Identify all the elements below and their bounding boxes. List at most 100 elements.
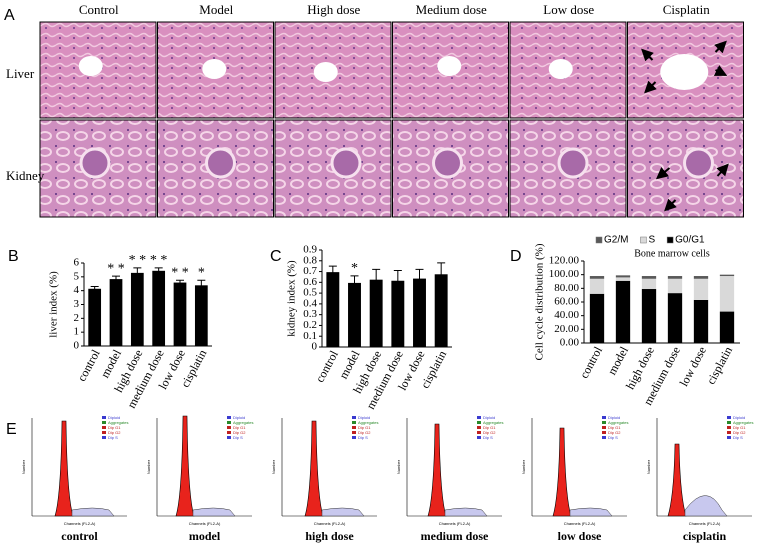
bar <box>326 272 340 348</box>
error-bar <box>90 286 99 290</box>
flow-legend-label: Dip G2 <box>358 430 371 435</box>
flow-xlabel: Channels (FL2-A) <box>189 521 221 526</box>
vessel <box>78 56 103 76</box>
flow-legend-swatch <box>477 426 481 429</box>
s-phase <box>192 507 236 517</box>
arrow <box>641 48 654 62</box>
legend-label: G0/G1 <box>675 235 705 246</box>
bar <box>641 289 657 343</box>
flow-legend-label: Diploid <box>108 415 120 420</box>
flow-legend-label: Dip G2 <box>233 430 246 435</box>
flow-label: medium dose <box>421 529 489 543</box>
flow-legend-swatch <box>227 426 231 429</box>
g1-peak <box>427 423 447 517</box>
bar <box>369 279 383 348</box>
bar <box>719 274 735 277</box>
panel-letter: D <box>510 248 522 265</box>
flow-legend-label: Dip G2 <box>483 430 496 435</box>
y-tick-label: 60.00 <box>554 296 579 308</box>
flow-legend-label: Aggregates <box>608 420 628 425</box>
flow-legend-label: Aggregates <box>483 420 503 425</box>
flow-legend-label: Dip G2 <box>608 430 621 435</box>
arrow <box>716 163 729 177</box>
bar <box>615 275 631 278</box>
flow-legend-swatch <box>727 416 731 419</box>
flow-legend-swatch <box>102 426 106 429</box>
x-tick-label: model <box>605 344 632 378</box>
flow-label: cisplatin <box>683 529 727 543</box>
vessel <box>437 56 462 76</box>
flow-legend-swatch <box>227 416 231 419</box>
bar <box>641 276 657 279</box>
flow-legend-label: Diploid <box>358 415 370 420</box>
flow-ylabel: Number <box>146 459 151 474</box>
significance: * * <box>129 253 147 268</box>
g1-peak <box>175 415 195 517</box>
error-bar <box>350 275 359 284</box>
y-tick-label: 0 <box>312 341 318 353</box>
flow-legend-swatch <box>352 421 356 424</box>
flow-legend-swatch <box>227 421 231 424</box>
bar <box>667 293 683 343</box>
g1-peak <box>54 420 74 517</box>
flow-legend-label: Diploid <box>233 415 245 420</box>
y-tick-label: 80.00 <box>554 282 579 294</box>
y-axis-label: Cell cycle distribution (%) <box>534 243 546 360</box>
flow-legend-swatch <box>727 421 731 424</box>
flow-legend-label: Dip G2 <box>108 430 121 435</box>
glomerulus <box>683 147 714 179</box>
legend-swatch <box>666 236 674 244</box>
y-tick-label: 0.9 <box>303 244 317 256</box>
y-tick-label: 2 <box>74 312 80 324</box>
column-label: Medium dose <box>416 2 487 17</box>
flow-legend-label: Diploid <box>733 415 745 420</box>
flow-legend-label: Diploid <box>483 415 495 420</box>
flow-legend-label: Dip S <box>358 435 368 440</box>
flow-label: control <box>61 529 98 543</box>
flow-legend-label: Dip S <box>608 435 618 440</box>
bar <box>589 293 605 343</box>
flow-legend-swatch <box>477 431 481 434</box>
flow-legend-swatch <box>352 436 356 439</box>
error-bar <box>328 265 337 273</box>
flow-legend-label: Dip G1 <box>733 425 746 430</box>
s-phase <box>569 507 613 517</box>
s-phase <box>321 507 365 517</box>
significance: * * <box>107 261 125 276</box>
glomerulus <box>79 147 111 179</box>
significance: * <box>198 266 205 281</box>
flow-legend-swatch <box>727 426 731 429</box>
panel-letter: A <box>4 7 15 24</box>
flow-legend-swatch <box>477 416 481 419</box>
bar <box>152 270 166 347</box>
y-tick-label: 20.00 <box>554 323 579 335</box>
flow-legend-label: Aggregates <box>358 420 378 425</box>
vessel <box>548 59 573 79</box>
error-bar <box>372 268 381 281</box>
y-tick-label: 0.6 <box>303 276 317 288</box>
bar <box>641 278 657 290</box>
panel-letter: B <box>8 248 19 265</box>
y-tick-label: 5 <box>74 270 80 282</box>
column-label: Cisplatin <box>663 2 710 17</box>
flow-legend-swatch <box>352 431 356 434</box>
legend-label: G2/M <box>604 235 628 246</box>
flow-xlabel: Channels (FL2-A) <box>64 521 96 526</box>
panel-letter: C <box>270 248 282 265</box>
column-label: Low dose <box>543 2 594 17</box>
row-label: Liver <box>6 66 35 81</box>
flow-legend-label: Dip G1 <box>233 425 246 430</box>
vessel <box>313 62 338 82</box>
column-label: Control <box>79 2 119 17</box>
flow-legend-swatch <box>727 431 731 434</box>
bar <box>413 278 426 348</box>
bar <box>693 299 709 343</box>
significance: * * <box>150 253 168 268</box>
s-phase <box>71 507 115 517</box>
y-tick-label: 120.00 <box>549 255 580 267</box>
y-tick-label: 0.3 <box>303 308 317 320</box>
row-label: Kidney <box>6 168 45 183</box>
y-tick-label: 0.4 <box>303 297 317 309</box>
flow-legend-swatch <box>227 431 231 434</box>
